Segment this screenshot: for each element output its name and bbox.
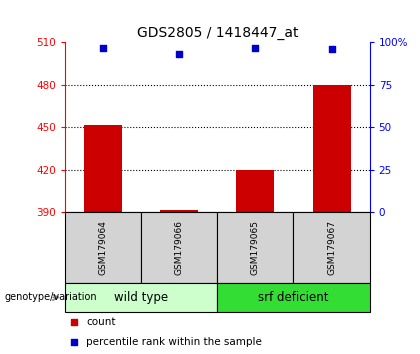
Bar bbox=[312, 85, 351, 212]
Point bbox=[71, 320, 78, 325]
Text: GSM179066: GSM179066 bbox=[175, 220, 184, 275]
Bar bbox=[218, 212, 294, 283]
Title: GDS2805 / 1418447_at: GDS2805 / 1418447_at bbox=[136, 26, 298, 40]
Point bbox=[71, 339, 78, 345]
Text: count: count bbox=[87, 318, 116, 327]
Text: percentile rank within the sample: percentile rank within the sample bbox=[87, 337, 262, 347]
Bar bbox=[236, 170, 274, 212]
Text: GSM179067: GSM179067 bbox=[327, 220, 336, 275]
Bar bbox=[65, 283, 218, 312]
Bar bbox=[294, 212, 370, 283]
Bar bbox=[160, 210, 198, 212]
Text: srf deficient: srf deficient bbox=[258, 291, 329, 304]
Point bbox=[100, 45, 107, 50]
Bar bbox=[218, 283, 370, 312]
Bar bbox=[65, 212, 141, 283]
Text: GSM179065: GSM179065 bbox=[251, 220, 260, 275]
Text: genotype/variation: genotype/variation bbox=[4, 292, 97, 302]
Bar bbox=[84, 125, 122, 212]
Point bbox=[328, 46, 335, 52]
Text: wild type: wild type bbox=[114, 291, 168, 304]
Text: GSM179064: GSM179064 bbox=[99, 220, 108, 275]
Bar bbox=[141, 212, 218, 283]
Point bbox=[252, 45, 259, 50]
Point bbox=[176, 52, 183, 57]
